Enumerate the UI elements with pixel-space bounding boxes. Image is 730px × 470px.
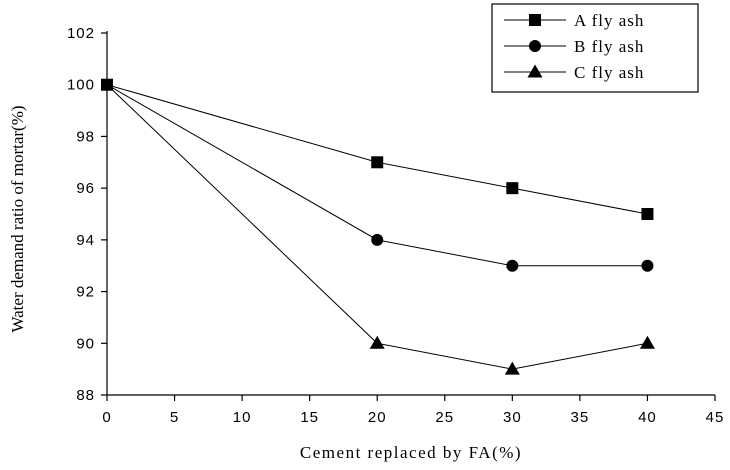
- series-layer: [101, 78, 655, 375]
- y-tick-label: 90: [76, 335, 95, 352]
- data-point: [371, 233, 384, 246]
- legend-label: C fly ash: [574, 63, 644, 82]
- legend-label: B fly ash: [574, 37, 644, 56]
- legend-box: [491, 3, 699, 93]
- x-tick-label: 30: [503, 409, 522, 426]
- data-point: [371, 156, 384, 169]
- y-axis-title: Water demand ratio of mortar(%): [8, 105, 27, 332]
- x-tick-label: 0: [102, 409, 111, 426]
- series-square: [101, 78, 654, 220]
- data-point: [641, 208, 654, 220]
- x-tick-label: 45: [706, 409, 725, 426]
- legend-marker: [529, 40, 541, 52]
- y-tick-label: 98: [76, 128, 95, 145]
- data-point: [504, 361, 520, 375]
- series-triangle: [106, 84, 655, 375]
- legend-marker: [529, 14, 541, 26]
- x-tick-label: 10: [233, 409, 252, 426]
- y-tick-label: 102: [67, 25, 95, 42]
- y-tick-label: 88: [76, 387, 95, 404]
- data-point: [506, 259, 519, 272]
- x-tick-label: 15: [300, 409, 319, 426]
- y-tick-label: 92: [76, 284, 95, 301]
- legend: A fly ash B fly ash C fly ash: [491, 3, 699, 93]
- data-point: [639, 335, 655, 349]
- y-tick-label: 96: [76, 180, 95, 197]
- legend-marker: [527, 64, 543, 78]
- axes: 88 90 92 94 96 98 100 102 0 5 10 15 20 25 30 35 40 45: [67, 25, 725, 426]
- x-axis-title: Cement replaced by FA(%): [300, 443, 522, 462]
- series-circle: [106, 84, 654, 272]
- x-tick-label: 25: [435, 409, 454, 426]
- series-line: [106, 84, 648, 215]
- data-point: [369, 335, 385, 349]
- series-line: [106, 84, 648, 370]
- y-tick-label: 94: [76, 232, 95, 249]
- data-point: [506, 182, 519, 195]
- x-tick-label: 20: [368, 409, 387, 426]
- x-tick-label: 35: [571, 409, 590, 426]
- x-tick-label: 40: [638, 409, 657, 426]
- x-tick-label: 5: [170, 409, 179, 426]
- series-line: [106, 84, 648, 267]
- data-point: [641, 259, 654, 272]
- legend-label: A fly ash: [574, 11, 644, 30]
- y-tick-label: 100: [67, 77, 95, 94]
